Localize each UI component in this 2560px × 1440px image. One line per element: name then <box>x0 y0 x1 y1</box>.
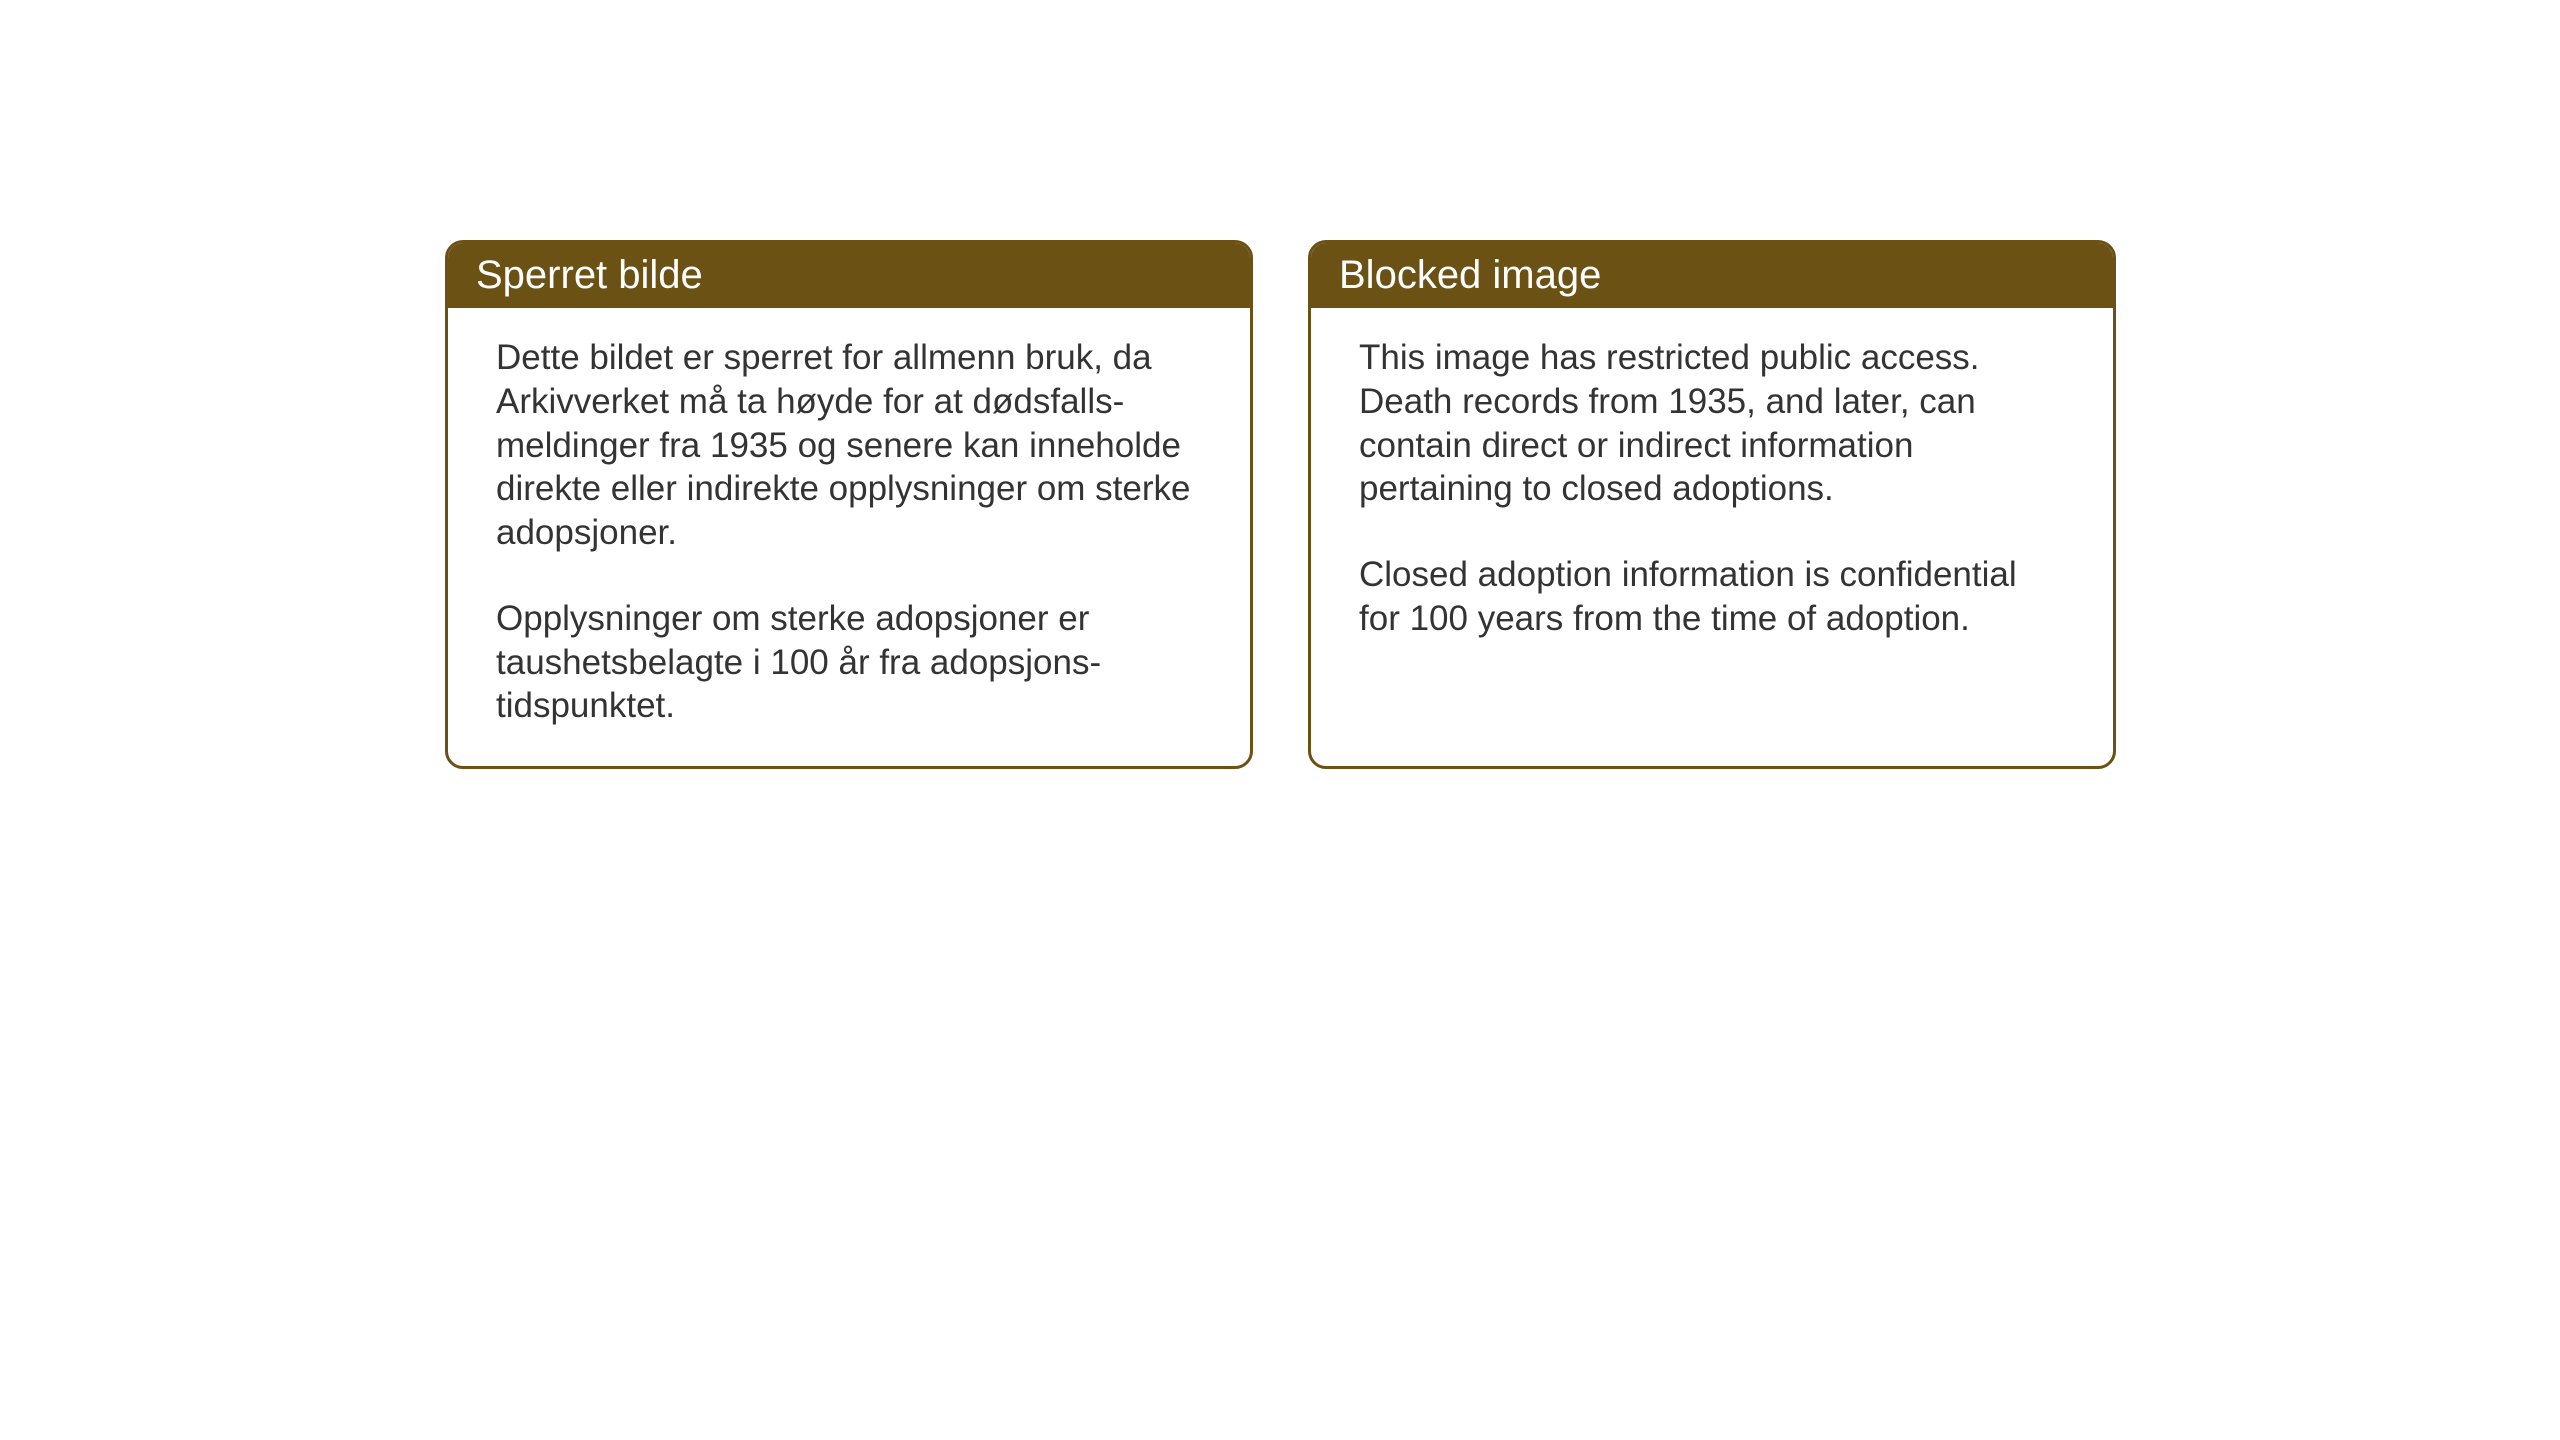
notice-header-english: Blocked image <box>1311 243 2113 308</box>
notice-title-english: Blocked image <box>1339 253 1601 297</box>
notice-title-norwegian: Sperret bilde <box>476 253 703 297</box>
notice-body-norwegian: Dette bildet er sperret for allmenn bruk… <box>448 308 1250 766</box>
notice-paragraph-1-english: This image has restricted public access.… <box>1359 336 2065 511</box>
notice-box-english: Blocked image This image has restricted … <box>1308 240 2116 769</box>
notice-paragraph-2-english: Closed adoption information is confident… <box>1359 553 2065 641</box>
notice-paragraph-2-norwegian: Opplysninger om sterke adopsjoner er tau… <box>496 597 1202 728</box>
notice-box-norwegian: Sperret bilde Dette bildet er sperret fo… <box>445 240 1253 769</box>
notice-body-english: This image has restricted public access.… <box>1311 308 2113 679</box>
notice-header-norwegian: Sperret bilde <box>448 243 1250 308</box>
notice-paragraph-1-norwegian: Dette bildet er sperret for allmenn bruk… <box>496 336 1202 555</box>
notice-container: Sperret bilde Dette bildet er sperret fo… <box>445 240 2116 769</box>
